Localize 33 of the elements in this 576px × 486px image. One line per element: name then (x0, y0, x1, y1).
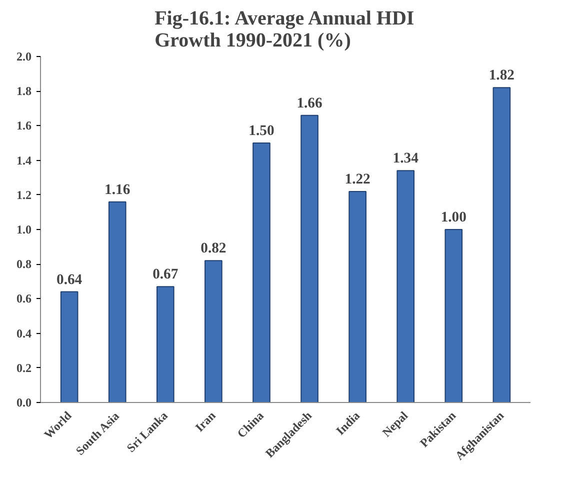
y-tick-label: 0.0 (16, 396, 32, 410)
x-tick-label: Iran (192, 408, 219, 434)
bar (348, 190, 366, 402)
y-tick-label: 0.2 (16, 360, 32, 375)
bar (108, 201, 126, 402)
y-tick-label: 0.8 (16, 257, 32, 272)
data-label: 1.22 (344, 171, 370, 188)
y-tick-label: 1.4 (16, 153, 32, 168)
y-tick-label: 0.6 (16, 292, 32, 306)
bar (60, 291, 78, 402)
data-label: 0.67 (152, 266, 178, 283)
bar (204, 260, 222, 402)
data-label: 1.00 (440, 210, 466, 226)
bar (252, 142, 270, 402)
y-tick-label: 1.6 (16, 118, 32, 133)
bar (444, 229, 463, 402)
data-label: 1.34 (392, 150, 420, 167)
chart-title: Fig-16.1: Average Annual HDI Growth 1990-2021 (%) (154, 8, 414, 52)
data-label: 1.16 (104, 182, 130, 198)
bar (492, 87, 511, 402)
y-tick-label: 1.8 (16, 84, 32, 98)
data-label: 1.66 (296, 95, 322, 112)
data-label: 1.50 (248, 123, 274, 139)
data-label: 0.64 (56, 272, 83, 288)
data-label: 1.82 (488, 68, 515, 84)
bar (156, 286, 174, 402)
data-label: 0.82 (200, 240, 226, 257)
y-tick-label: 0.4 (16, 326, 32, 340)
y-tick-label: 1.0 (16, 222, 32, 236)
bar (396, 170, 415, 402)
y-tick-label: 2.0 (16, 50, 32, 64)
y-tick-label: 1.2 (16, 188, 32, 202)
bar (300, 114, 318, 402)
